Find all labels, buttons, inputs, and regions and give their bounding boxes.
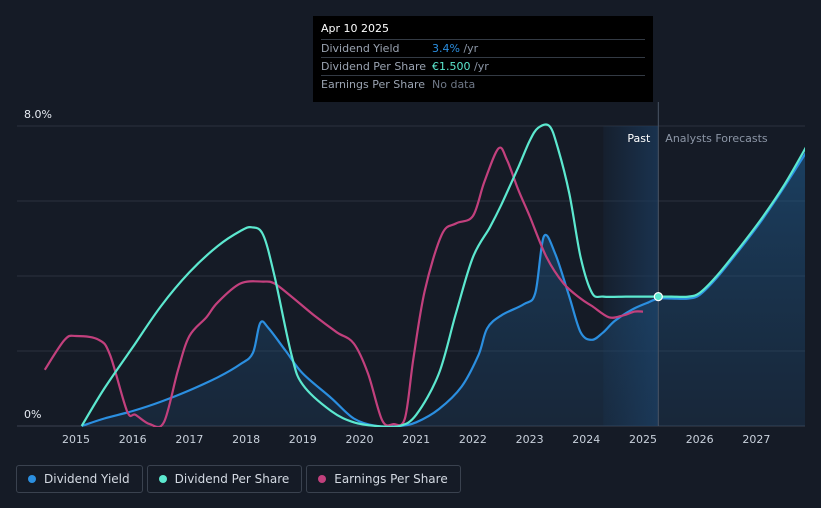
legend-dot-icon: [318, 475, 327, 483]
x-tick-label: 2017: [175, 433, 203, 446]
legend-item-earnings-per-share[interactable]: Earnings Per Share: [306, 465, 461, 493]
cursor-marker: [653, 292, 663, 302]
earnings-per-share-line: [43, 146, 644, 427]
y-tick-label-max: 8.0%: [24, 108, 52, 121]
legend-item-dividend-yield[interactable]: Dividend Yield: [16, 465, 143, 493]
dividend-yield-area: [81, 154, 805, 427]
x-tick-label: 2022: [459, 433, 487, 446]
legend-label: Dividend Per Share: [174, 472, 290, 486]
tooltip-row-dividend-per-share: Dividend Per Share €1.500 /yr: [321, 57, 645, 75]
tooltip-value: 3.4% /yr: [432, 42, 479, 55]
x-tick-label: 2027: [742, 433, 770, 446]
x-tick-label: 2016: [119, 433, 147, 446]
x-tick-label: 2026: [686, 433, 714, 446]
past-label: Past: [627, 132, 651, 145]
x-tick-label: 2025: [629, 433, 657, 446]
tooltip-row-earnings-per-share: Earnings Per Share No data: [321, 75, 645, 93]
y-tick-label-min: 0%: [24, 408, 41, 421]
legend-item-dividend-per-share[interactable]: Dividend Per Share: [146, 465, 303, 493]
legend-dot-icon: [158, 475, 167, 483]
tooltip-label: Earnings Per Share: [321, 78, 426, 91]
dividend-yield-line: [81, 152, 805, 427]
legend-dot-icon: [28, 475, 36, 483]
x-tick-label: 2021: [402, 433, 430, 446]
tooltip-label: Dividend Yield: [321, 42, 400, 55]
x-tick-label: 2024: [572, 433, 600, 446]
legend-label: Dividend Yield: [44, 472, 130, 486]
x-tick-label: 2015: [62, 433, 90, 446]
dividend-per-share-line: [80, 123, 805, 427]
tooltip-label: Dividend Per Share: [321, 60, 427, 73]
legend-label: Earnings Per Share: [334, 472, 448, 486]
x-tick-label: 2018: [232, 433, 260, 446]
forecast-label: Analysts Forecasts: [665, 132, 768, 145]
x-tick-label: 2019: [289, 433, 317, 446]
x-tick-label: 2020: [346, 433, 374, 446]
x-tick-label: 2023: [516, 433, 544, 446]
tooltip-row-dividend-yield: Dividend Yield 3.4% /yr: [321, 39, 645, 57]
tooltip: Apr 10 2025 Dividend Yield 3.4% /yr Divi…: [313, 16, 653, 102]
tooltip-value: €1.500 /yr: [432, 60, 489, 73]
tooltip-date: Apr 10 2025: [321, 22, 390, 35]
legend: Dividend Yield Dividend Per Share Earnin…: [16, 465, 461, 493]
tooltip-value: No data: [432, 78, 476, 91]
